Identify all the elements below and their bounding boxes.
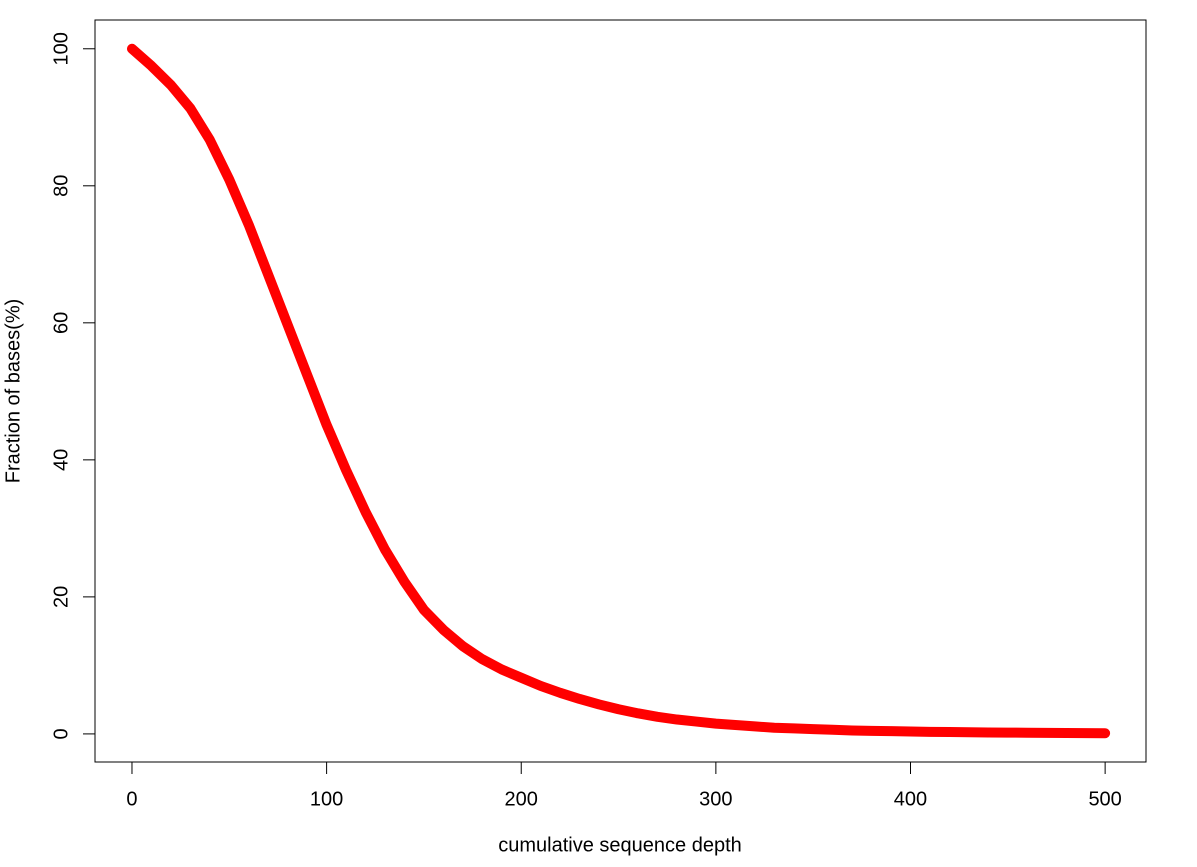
y-tick-label: 80 bbox=[50, 175, 72, 197]
x-tick-label: 400 bbox=[894, 788, 927, 810]
plot-box bbox=[94, 19, 1147, 763]
x-tick-label: 100 bbox=[310, 788, 343, 810]
x-tick-label: 300 bbox=[699, 788, 732, 810]
x-tick-label: 200 bbox=[505, 788, 538, 810]
y-tick-label: 100 bbox=[50, 32, 72, 65]
x-tick-label: 500 bbox=[1088, 788, 1121, 810]
y-tick-label: 60 bbox=[50, 312, 72, 334]
y-axis-label: Fraction of bases(%) bbox=[2, 299, 24, 484]
x-tick-label: 0 bbox=[126, 788, 137, 810]
y-tick-label: 20 bbox=[50, 586, 72, 608]
x-axis-label: cumulative sequence depth bbox=[498, 834, 742, 856]
y-tick-label: 0 bbox=[50, 728, 72, 739]
data-line bbox=[126, 43, 1111, 739]
y-tick-label: 40 bbox=[50, 449, 72, 471]
